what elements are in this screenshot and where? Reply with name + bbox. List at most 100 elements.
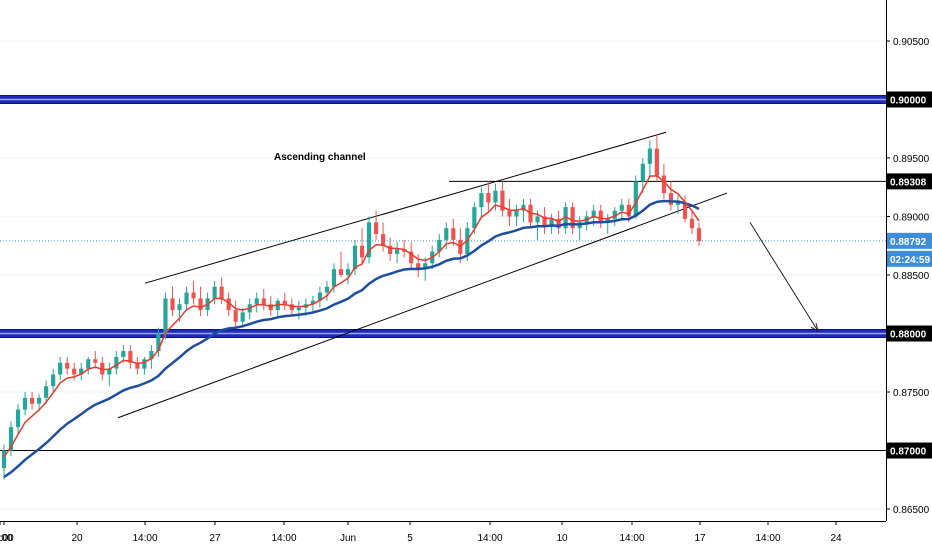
moving-averages [3,175,700,479]
candle-body [570,207,575,229]
time-tick-label: 27 [209,533,221,544]
time-tick-label: Jun [340,533,356,544]
candle-body [689,218,695,229]
candle-body [486,193,491,203]
time-tick-label: 14:00 [271,533,296,544]
candle-body [416,263,421,270]
candle-body [156,333,161,352]
candle-body [44,386,49,398]
candle-body [479,193,484,208]
candlestick-series [1,134,702,480]
ema-fast-line [3,175,700,458]
time-tick-label: 20 [71,533,83,544]
last-price-badge [887,232,932,249]
candle-body [282,300,287,305]
candle-body [521,204,526,211]
candle-body [352,245,358,270]
level-price-badge-label: 0.90000 [890,95,927,106]
candle-body [493,190,498,203]
channel-lower-line [117,192,728,419]
candle-body [472,207,477,229]
candle-body [549,218,554,226]
price-tick-label: 0.89500 [893,154,930,165]
candle-body [29,397,35,404]
price-tick-label: 0.86500 [893,505,930,516]
level-price-badge-label: 0.89308 [890,177,927,188]
candle-body [1,450,7,469]
level-price-badge-label: 0.88000 [890,330,927,341]
level-price-badge [887,91,932,108]
price-levels [0,94,886,452]
countdown-badge-label: 02:24:59 [890,255,930,266]
candle-body [128,351,133,363]
candle-body [514,210,519,217]
candle-body [345,269,351,275]
candle-body [556,218,561,229]
candle-body [633,181,638,217]
candle-body [696,228,702,242]
candle-body [381,234,386,246]
candle-body [177,304,182,311]
candle-body [661,175,666,194]
projection-arrow-head [810,323,819,332]
candle-body [402,249,407,252]
candle-body [317,292,322,301]
level-price-badge [887,325,932,342]
level-price-badge [887,173,932,190]
candle-body [542,216,547,226]
candle-body [500,190,505,211]
annotations: Ascending channel [274,152,366,163]
candle-body [121,351,126,357]
candle-body [598,210,603,223]
candle-body [8,427,14,451]
price-tick-label: 0.87500 [893,388,930,399]
candle-body [373,222,379,235]
ema-slow-line [3,199,700,479]
time-tick-label: 14:00 [0,533,13,544]
candle-body [324,286,330,293]
candle-body [93,359,98,363]
level-price-badge-label: 0.87000 [890,447,927,458]
candle-body [37,397,42,404]
price-tick-label: 0.88500 [893,271,930,282]
price-axis-badges: 0.90000 0.88000 0.89308 0.87000 0.88792 02:24… [887,91,932,459]
price-tick-label: 0.89000 [893,212,930,223]
candle-body [675,202,681,205]
time-tick-label: 10 [556,533,568,544]
candle-body [72,368,77,375]
candle-body [682,202,688,219]
countdown-badge [887,250,932,267]
candle-body [640,163,645,182]
last-price-badge-label: 0.88792 [890,237,927,248]
candle-body [366,222,372,258]
candle-body [507,210,512,217]
time-axis[interactable]: 4:00 20 14:00 27 14:00 Jun 5 14:00 10 14:00 17 14:0… [0,521,886,544]
candle-body [626,204,631,217]
candle-body [619,204,624,211]
candle-body [310,300,315,305]
candle-body [170,298,175,311]
candle-body [58,362,63,375]
candle-body [409,251,414,264]
candle-body [388,245,393,254]
candle-body [198,298,203,311]
candle-body [149,351,154,360]
time-tick-label: 14:00 [477,533,502,544]
candle-body [79,368,84,375]
time-tick-label: 14:00 [619,533,644,544]
candle-body [22,397,28,410]
candle-body [668,193,674,205]
candle-body [254,298,259,305]
candle-body [100,362,105,375]
price-tick-label: 0.90500 [893,37,930,48]
candle-body [612,210,617,219]
candle-body [86,359,91,369]
candle-body [261,298,266,305]
time-tick-label: 17 [694,533,706,544]
ascending-channel-label: Ascending channel [274,152,366,163]
candle-body [289,304,294,311]
candle-body [451,228,456,240]
candle-body [423,263,428,270]
